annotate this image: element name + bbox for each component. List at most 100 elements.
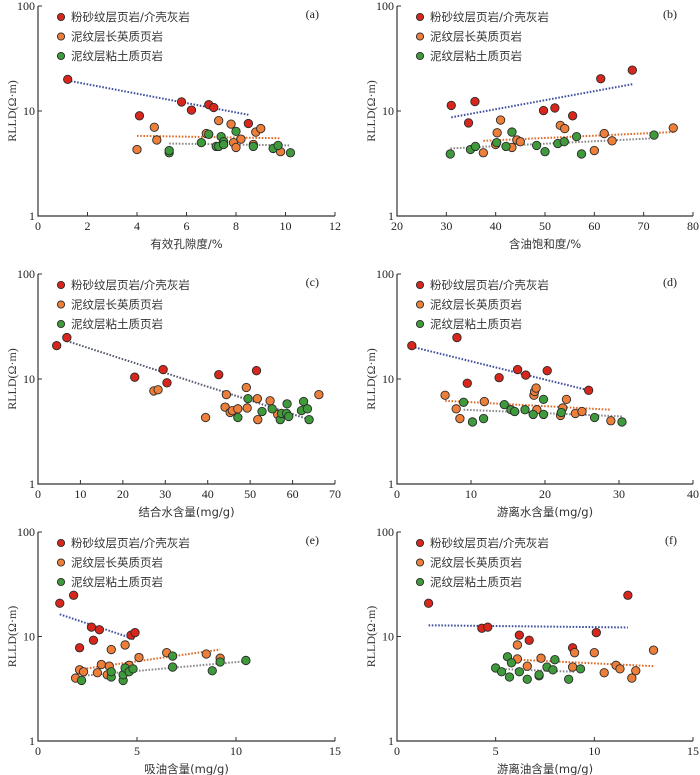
trend-line: [450, 137, 655, 150]
data-point: [236, 134, 246, 144]
legend-marker: [56, 51, 66, 61]
y-tick-label: 100: [376, 267, 394, 281]
x-axis-label: 游离水含量(mg/g): [497, 505, 593, 519]
data-point: [510, 406, 520, 417]
data-point: [627, 65, 637, 75]
y-axis-label: RLLD(Ω·m): [364, 80, 378, 142]
data-point: [298, 396, 309, 407]
data-point: [567, 111, 578, 121]
data-point: [265, 396, 275, 406]
data-point: [149, 122, 159, 132]
y-tick-label: 10: [23, 372, 35, 386]
x-tick-label: 6: [184, 219, 190, 233]
data-point: [531, 383, 541, 393]
x-tick-label: 15: [687, 744, 699, 758]
data-point: [495, 115, 506, 125]
x-axis-label: 吸油含量(mg/g): [144, 762, 229, 775]
data-point: [304, 415, 314, 425]
data-point: [63, 74, 73, 85]
data-point: [492, 137, 502, 148]
legend-label: 泥纹层长英质页岩: [71, 298, 163, 312]
data-point: [243, 118, 254, 129]
data-point: [162, 378, 172, 388]
data-point: [132, 144, 142, 155]
panel-label: (e): [306, 533, 319, 547]
y-tick-label: 100: [17, 0, 35, 13]
panel-label: (f): [665, 533, 677, 547]
data-point: [204, 129, 214, 139]
data-point: [524, 635, 534, 645]
data-point: [589, 412, 600, 423]
legend-marker: [56, 32, 66, 41]
legend-marker: [415, 558, 425, 567]
data-point: [196, 137, 207, 148]
legend-label: 粉砂纹层页岩/介壳灰岩: [430, 536, 549, 550]
y-tick-label: 10: [382, 630, 394, 644]
x-tick-label: 30: [159, 487, 171, 501]
data-point: [242, 403, 252, 413]
data-point: [559, 137, 569, 147]
legend-marker: [415, 300, 425, 309]
x-tick-label: 12: [329, 219, 341, 233]
data-point: [507, 127, 517, 137]
data-point: [78, 667, 89, 677]
x-tick-label: 40: [490, 219, 502, 233]
data-point: [214, 370, 224, 380]
data-point: [314, 389, 324, 400]
data-point: [668, 123, 678, 133]
data-point: [564, 674, 574, 684]
data-point: [248, 141, 258, 152]
data-point: [478, 413, 489, 424]
panel-label: (b): [663, 7, 677, 21]
data-point: [233, 404, 243, 414]
data-point: [94, 625, 105, 635]
x-tick-label: 10: [588, 744, 600, 758]
data-point: [506, 658, 517, 668]
data-point: [207, 666, 217, 676]
panel-b: 1 10 100 20 30 40 50 60 70 80 含油饱和度/% RLLD(Ω·m) (b) 粉…: [364, 0, 699, 251]
data-point: [467, 417, 478, 427]
legend-marker: [56, 319, 66, 329]
data-point: [492, 128, 502, 138]
data-point: [617, 417, 627, 427]
x-tick-label: 8: [233, 219, 239, 233]
data-point: [567, 662, 578, 672]
data-point: [648, 645, 659, 655]
legend-label: 泥纹层粘土质页岩: [430, 49, 522, 63]
x-tick-label: 0: [35, 487, 41, 501]
data-point: [68, 590, 79, 600]
legend-label: 粉砂纹层页岩/介壳灰岩: [430, 278, 549, 292]
legend-label: 泥纹层粘土质页岩: [430, 317, 522, 331]
legend-marker: [415, 319, 425, 329]
legend-label: 粉砂纹层页岩/介壳灰岩: [71, 278, 190, 292]
x-tick-label: 10: [465, 487, 477, 501]
data-point: [522, 674, 532, 684]
data-point: [267, 404, 277, 414]
legend-label: 泥纹层粘土质页岩: [71, 49, 163, 63]
data-point: [128, 664, 138, 674]
legend-marker: [56, 577, 66, 587]
x-tick-label: 20: [117, 487, 129, 501]
x-axis-label: 有效孔隙度/%: [150, 237, 222, 251]
data-point: [257, 406, 267, 417]
x-tick-label: 50: [539, 219, 551, 233]
data-point: [243, 393, 253, 404]
x-tick-label: 10: [74, 487, 86, 501]
data-point: [556, 407, 566, 418]
legend-marker: [56, 558, 66, 567]
x-tick-label: 0: [35, 219, 41, 233]
x-tick-label: 10: [280, 219, 292, 233]
data-point: [209, 102, 219, 113]
data-point: [273, 140, 283, 151]
x-tick-label: 40: [202, 487, 214, 501]
data-point: [494, 373, 504, 383]
data-point: [599, 668, 609, 678]
data-point: [158, 364, 168, 375]
x-tick-label: 20: [539, 487, 551, 501]
data-point: [76, 675, 87, 686]
legend-marker: [56, 300, 66, 309]
data-point: [538, 105, 549, 116]
data-point: [607, 136, 617, 146]
x-axis-label: 结合水含量(mg/g): [138, 505, 234, 519]
